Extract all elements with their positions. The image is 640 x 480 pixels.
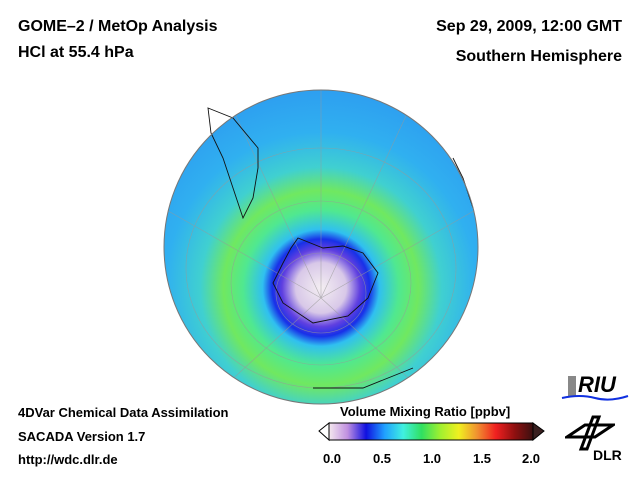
map-subtitle: HCl at 55.4 hPa (18, 44, 134, 61)
colorbar-label: Volume Mixing Ratio [ppbv] (340, 404, 511, 419)
dlr-logo: DLR (562, 415, 625, 465)
footer-line-2: SACADA Version 1.7 (18, 429, 146, 444)
southern-hemisphere-globe-map (163, 89, 479, 405)
colorbar-gradient (328, 422, 534, 441)
colorbar-over-arrow (532, 422, 545, 442)
colorbar-under-arrow (318, 421, 330, 442)
dlr-emblem-icon (562, 415, 618, 451)
colorbar-tick: 0.5 (372, 451, 392, 466)
coastlines (207, 107, 474, 389)
map-title: GOME–2 / MetOp Analysis (18, 18, 218, 35)
colorbar-tick: 0.0 (322, 451, 342, 466)
map-region: Southern Hemisphere (455, 48, 622, 65)
colorbar (318, 421, 545, 442)
colorbar-tick: 2.0 (521, 451, 541, 466)
riu-text: RIU (578, 372, 616, 397)
colorbar-tick: 1.5 (472, 451, 492, 466)
colorbar-tick: 1.0 (422, 451, 442, 466)
dlr-text: DLR (593, 447, 622, 463)
riu-logo: RIU (560, 372, 630, 402)
footer-url[interactable]: http://wdc.dlr.de (18, 452, 118, 467)
footer-line-1: 4DVar Chemical Data Assimilation (18, 405, 229, 420)
cathedral-icon (568, 376, 576, 396)
map-date: Sep 29, 2009, 12:00 GMT (436, 18, 622, 35)
